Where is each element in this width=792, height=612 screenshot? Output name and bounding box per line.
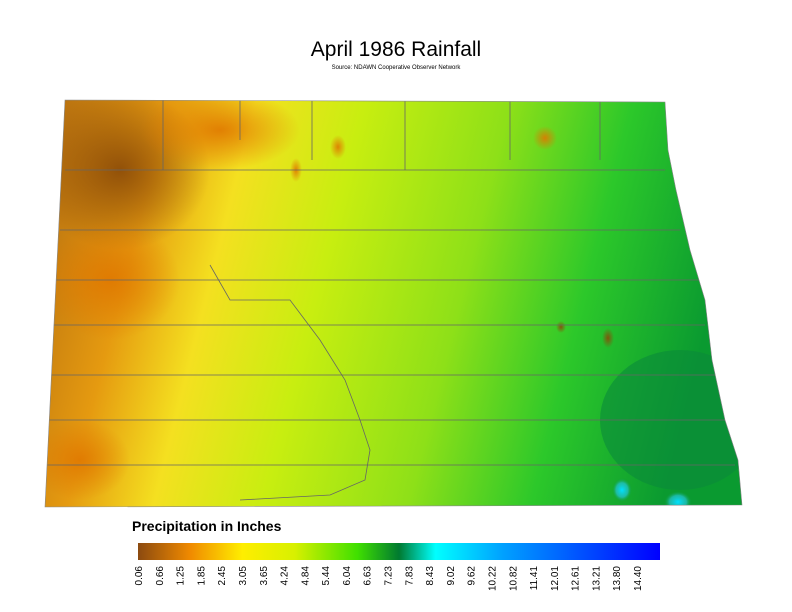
legend-label: 10.82	[508, 566, 519, 591]
legend-label: 1.25	[176, 566, 187, 586]
legend-label: 9.02	[446, 566, 457, 586]
state-outline	[44, 99, 743, 508]
legend-label: 12.01	[550, 566, 561, 591]
county-lines	[46, 100, 735, 501]
legend-label: 14.40	[633, 566, 644, 591]
legend-label: 11.41	[529, 566, 540, 591]
legend-label: 4.24	[280, 566, 291, 586]
map-title: April 1986 Rainfall	[311, 38, 481, 61]
legend-colorbar	[138, 543, 660, 560]
legend-label: 7.83	[404, 566, 415, 586]
legend-label: 2.45	[217, 566, 228, 586]
legend-label: 4.84	[300, 566, 311, 586]
legend-label: 13.80	[612, 566, 623, 591]
source-note: Source: NDAWN Cooperative Observer Netwo…	[332, 65, 462, 71]
legend-label: 3.65	[259, 566, 270, 586]
legend-label: 9.62	[467, 566, 478, 586]
legend-label: 10.22	[487, 566, 498, 591]
legend-label: 1.85	[196, 566, 207, 586]
legend-label: 13.21	[591, 566, 602, 591]
legend-label: 3.05	[238, 566, 249, 586]
legend-label: 0.66	[155, 566, 166, 586]
legend-label: 8.43	[425, 566, 436, 586]
legend-label: 5.44	[321, 566, 332, 586]
legend-title: Precipitation in Inches	[132, 518, 282, 534]
legend-label: 6.63	[363, 566, 374, 586]
legend-label: 7.23	[384, 566, 395, 586]
precip-map	[45, 100, 742, 507]
legend-label: 0.06	[134, 566, 145, 586]
legend-label: 6.04	[342, 566, 353, 586]
legend-label: 12.61	[571, 566, 582, 591]
legend-labels: 0.06 0.66 1.25 1.85 2.45 3.05 3.65 4.24 4.84 5.44…	[134, 566, 644, 591]
